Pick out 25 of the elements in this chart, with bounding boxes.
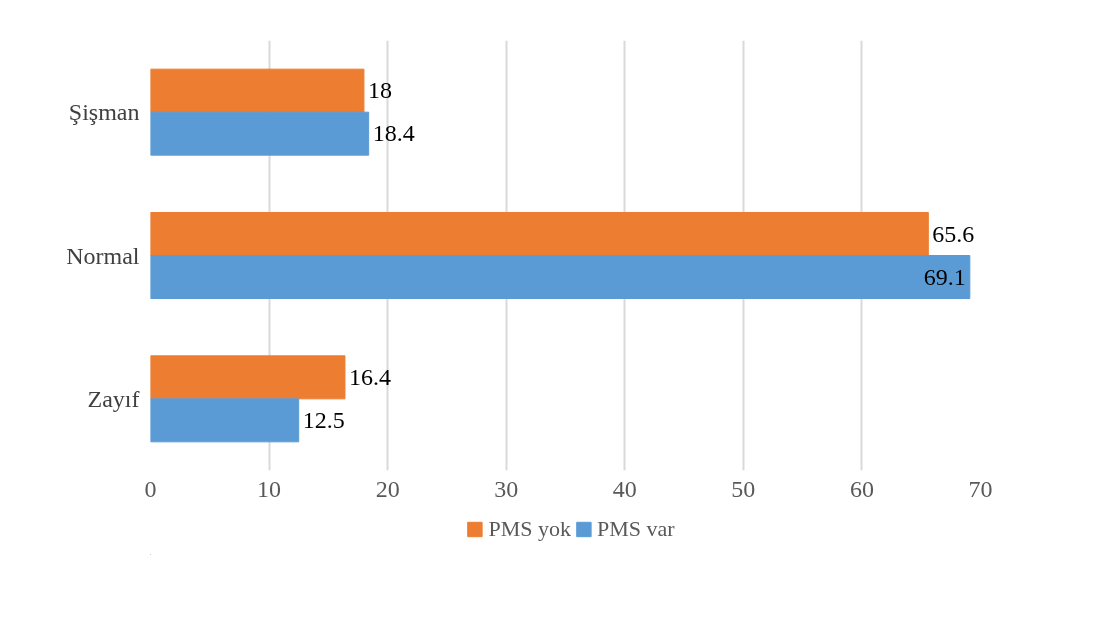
data-label: 65.6 (932, 220, 975, 247)
x-tick-label: 60 (849, 475, 874, 502)
legend-label: PMS yok (488, 516, 571, 542)
bar (150, 212, 929, 256)
data-label: 16.4 (348, 363, 391, 390)
x-tick-label: 20 (375, 475, 400, 502)
x-tick-label: 0 (144, 475, 157, 502)
data-label: 69.1 (923, 263, 966, 290)
data-label: 12.5 (302, 406, 345, 433)
y-tick-label: Normal (66, 242, 140, 269)
y-tick-label: Zayıf (87, 385, 140, 412)
legend-label: PMS var (596, 516, 675, 542)
x-tick-label: 50 (731, 475, 756, 502)
bar (150, 398, 300, 443)
x-tick-label: 70 (968, 475, 993, 502)
bar (150, 68, 365, 113)
y-tick-label: Şişman (68, 99, 140, 126)
x-tick-label: 10 (257, 475, 282, 502)
x-tick-label: 30 (494, 475, 519, 502)
bar (150, 255, 971, 299)
x-tick-label: 40 (612, 475, 637, 502)
data-label: 18 (367, 77, 392, 104)
bar (150, 111, 370, 156)
bar (150, 355, 346, 400)
data-label: 18.4 (372, 120, 415, 147)
